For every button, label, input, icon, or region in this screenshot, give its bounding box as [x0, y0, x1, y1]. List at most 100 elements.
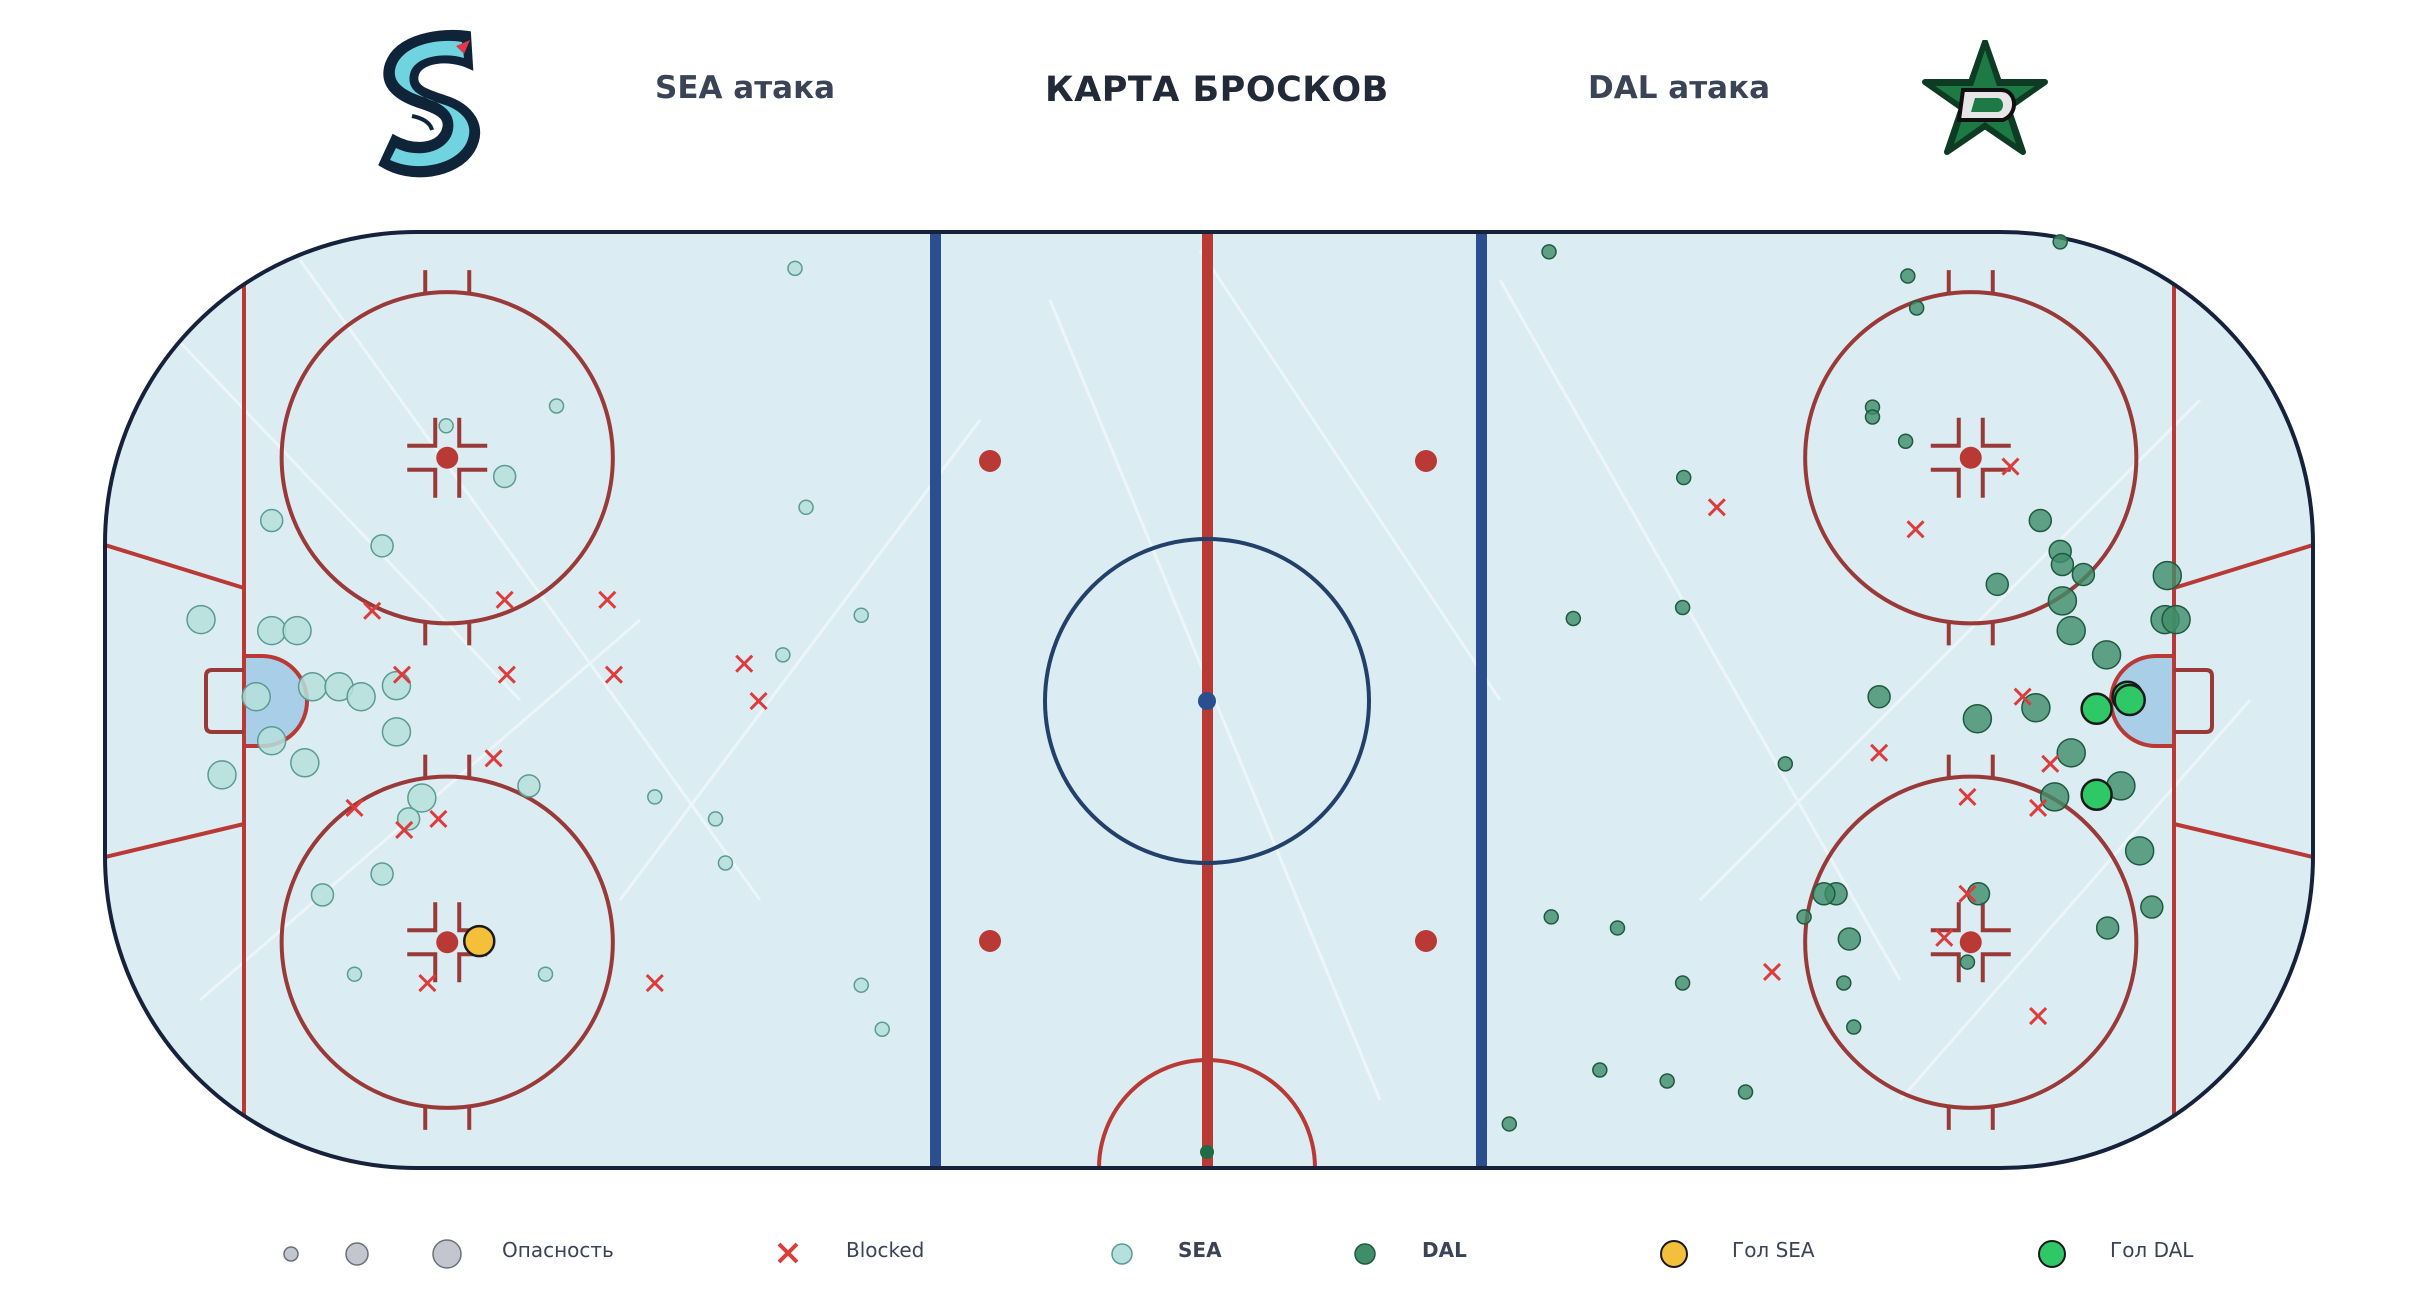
- faceoff-l-marker: [1930, 902, 1961, 933]
- dal-shot: [1674, 599, 1691, 616]
- blocked-shot: [1870, 743, 1889, 762]
- dal-shot: [1908, 300, 1925, 316]
- blue-line-right: [1476, 232, 1487, 1168]
- legend-dal-label: DAL: [1422, 1238, 1467, 1262]
- dal-shot: [2021, 692, 2051, 723]
- sea-attack-label: SEA атака: [655, 70, 836, 106]
- faceoff-circle: [279, 774, 615, 1110]
- blocked-shot: [2041, 754, 2060, 773]
- faceoff-circle: [279, 290, 615, 626]
- sea-shot: [537, 966, 554, 982]
- blue-line-left: [930, 232, 941, 1168]
- faceoff-l-marker: [1930, 952, 1961, 983]
- sea-shot: [207, 760, 237, 790]
- sea-shot: [717, 855, 734, 871]
- sea-shot: [310, 883, 335, 907]
- blocked-shot: [497, 665, 516, 684]
- blocked-shot: [2013, 687, 2032, 706]
- sea-shot: [297, 672, 328, 702]
- dal-shot: [1674, 975, 1691, 991]
- dal-attack-label: DAL атака: [1588, 70, 1771, 106]
- dal-shot: [1565, 610, 1582, 627]
- legend-sea-label: SEA: [1178, 1238, 1222, 1262]
- rink-boards: [103, 230, 2315, 1170]
- blocked-shot: [2001, 457, 2020, 476]
- dal-shot: [2050, 552, 2075, 577]
- sea-shot: [787, 260, 803, 277]
- dal-shot: [1777, 756, 1794, 772]
- blocked-shot: [363, 601, 382, 620]
- faceoff-l-marker: [1980, 902, 2011, 933]
- dal-shot: [1812, 882, 1836, 906]
- goal-dal: [2080, 778, 2113, 811]
- faceoff-l-marker: [1930, 467, 1961, 498]
- trapezoid-right-top: [2173, 543, 2313, 590]
- sea-shot: [438, 418, 454, 434]
- dal-shot: [1845, 1019, 1862, 1035]
- dal-shot: [2047, 586, 2078, 616]
- ice-scratches: [138, 249, 2252, 1101]
- sea-shot: [256, 615, 287, 646]
- blocked-shot: [395, 820, 414, 839]
- sea-shot: [256, 725, 287, 756]
- danger-medium-marker: [345, 1242, 369, 1266]
- blocked-shot: [749, 692, 768, 711]
- blocked-shot: [1958, 787, 1977, 806]
- chart-title: КАРТА БРОСКОВ: [1045, 70, 1389, 110]
- sea-shot: [874, 1021, 890, 1038]
- sea-shot: [798, 499, 814, 516]
- faceoff-dot: [436, 931, 459, 954]
- sea-shot: [241, 681, 271, 712]
- blocked-shot: [429, 809, 448, 828]
- faceoff-circle: [1803, 290, 2139, 626]
- sea-shot: [517, 774, 541, 798]
- sea-shot: [647, 789, 663, 805]
- dal-shot: [1864, 409, 1881, 425]
- sea-shot: [290, 748, 320, 778]
- neutral-dot: [979, 450, 1001, 472]
- dal-shot: [2039, 782, 2070, 812]
- faceoff-dot: [1959, 446, 1982, 469]
- sea-shot: [492, 464, 517, 489]
- sea-shot: [407, 783, 437, 813]
- goal-dal: [2080, 692, 2113, 726]
- blocked-shot: [604, 665, 624, 684]
- dal-shot: [1836, 975, 1852, 991]
- danger-small-marker: [283, 1246, 299, 1262]
- dal-shot: [1985, 572, 2010, 597]
- blocked-shot: [1906, 520, 1925, 539]
- legend: [283, 1239, 2066, 1269]
- dal-shot: [2052, 234, 2068, 250]
- neutral-dot: [1415, 930, 1437, 952]
- sea-shot: [346, 966, 363, 982]
- net-left: [204, 668, 244, 734]
- faceoff-dot: [436, 446, 459, 469]
- dal-shot: [1675, 469, 1692, 486]
- center-circle: [1043, 537, 1371, 865]
- blocked-shot: [418, 973, 437, 993]
- goal-dal: [2113, 683, 2146, 717]
- neutral-dot: [1415, 450, 1437, 472]
- sea-shot: [186, 604, 216, 635]
- blocked-shot: [1958, 884, 1977, 903]
- faceoff-l-marker: [407, 467, 438, 498]
- dal-shot: [2095, 916, 2120, 940]
- dal-shot: [1659, 1073, 1675, 1089]
- dal-shot-center: [1200, 1145, 1214, 1159]
- sea-shot: [396, 807, 421, 831]
- sea-shot: [346, 681, 376, 712]
- dal-shot: [2152, 560, 2183, 591]
- blocked-shot: [645, 973, 664, 993]
- dal-shot: [2091, 640, 2122, 670]
- sea-shot: [370, 862, 394, 886]
- dal-marker: [1354, 1243, 1376, 1265]
- dal-shot: [2056, 738, 2086, 768]
- blocked-shot: [1707, 498, 1726, 517]
- sea-marker: [1111, 1243, 1133, 1265]
- shot-markers: [186, 234, 2191, 1132]
- legend-blocked-label: Blocked: [846, 1238, 925, 1262]
- dal-shot: [1959, 954, 1976, 970]
- dal-shot: [2124, 836, 2155, 866]
- sea-shot: [381, 670, 412, 701]
